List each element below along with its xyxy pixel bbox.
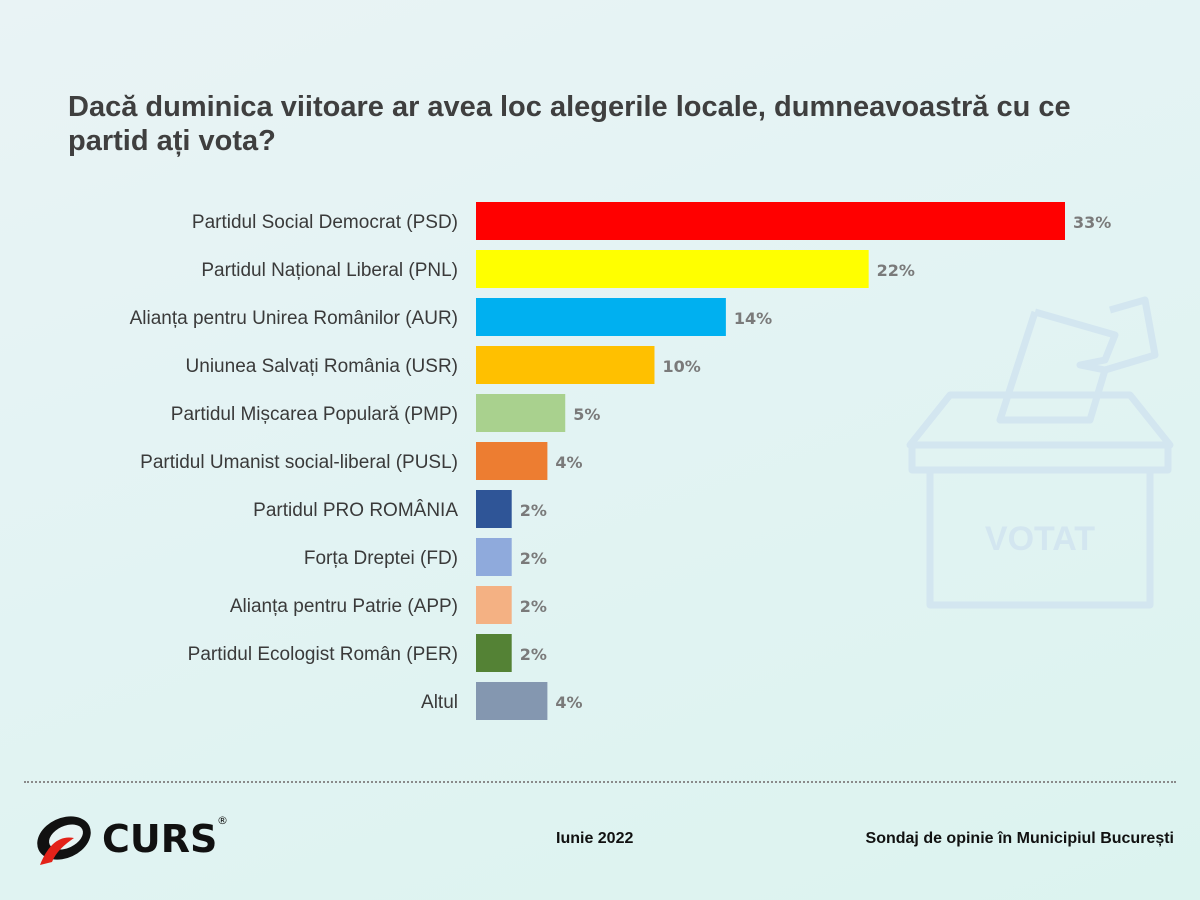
category-label: Partidul Național Liberal (PNL) (201, 260, 458, 281)
bar (476, 442, 548, 480)
divider (24, 781, 1176, 783)
bar (476, 250, 869, 288)
value-label: 5% (573, 405, 600, 424)
value-label: 2% (520, 501, 547, 520)
category-label: Forța Dreptei (FD) (304, 548, 458, 569)
value-label: 4% (555, 693, 582, 712)
bar-chart: Partidul Social Democrat (PSD) 33% Partidu… (130, 202, 1111, 720)
category-label: Alianța pentru Unirea Românilor (AUR) (130, 308, 458, 329)
curs-logo: CURS ® (37, 814, 228, 865)
logo-text: CURS (102, 817, 217, 861)
bar (476, 394, 566, 432)
survey-source: Sondaj de opinie în Municipiul București (865, 830, 1174, 847)
survey-date: Iunie 2022 (556, 830, 634, 847)
bar (476, 538, 512, 576)
category-label: Partidul Ecologist Român (PER) (188, 644, 458, 665)
category-label: Partidul Social Democrat (PSD) (192, 212, 458, 233)
bar (476, 490, 512, 528)
ballot-box-icon: VOTAT (906, 296, 1174, 609)
bar (476, 202, 1065, 240)
svg-text:®: ® (217, 814, 228, 827)
category-label: Partidul PRO ROMÂNIA (253, 499, 458, 521)
bar (476, 586, 512, 624)
value-label: 2% (520, 597, 547, 616)
bar (476, 682, 548, 720)
bar (476, 634, 512, 672)
category-label: Partidul Umanist social-liberal (PUSL) (140, 452, 458, 473)
chart-title: Dacă duminica viitoare ar avea loc alege… (68, 91, 1071, 157)
category-label: Uniunea Salvați România (USR) (186, 356, 458, 377)
category-label: Partidul Mișcarea Populară (PMP) (171, 404, 458, 425)
value-label: 33% (1073, 213, 1111, 232)
value-label: 22% (877, 261, 915, 280)
value-label: 4% (555, 453, 582, 472)
bar (476, 346, 655, 384)
category-label: Altul (421, 692, 458, 713)
value-label: 2% (520, 645, 547, 664)
bar (476, 298, 726, 336)
value-label: 14% (734, 309, 772, 328)
value-label: 2% (520, 549, 547, 568)
category-label: Alianța pentru Patrie (APP) (230, 596, 458, 617)
watermark-text: VOTAT (985, 520, 1095, 558)
value-label: 10% (662, 357, 700, 376)
